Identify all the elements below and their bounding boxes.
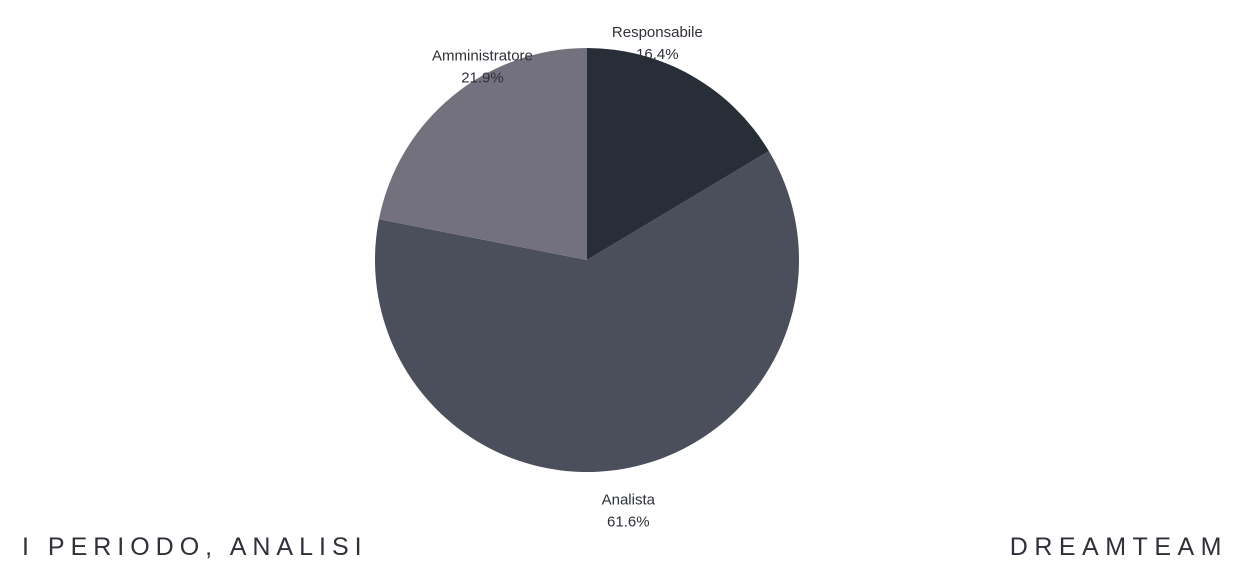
footer-team-name: DREAMTEAM <box>1009 533 1228 561</box>
pie-value-label-responsabile: 16.4% <box>636 46 679 63</box>
pie-labels: Responsabile 16.4% Analista 61.6% Amministra… <box>432 24 703 530</box>
pie-value-label-analista: 61.6% <box>607 513 650 530</box>
pie-label-amministratore: Amministratore <box>432 48 533 65</box>
pie-label-responsabile: Responsabile <box>612 24 703 41</box>
pie-slices <box>375 48 800 472</box>
footer-section-title: I PERIODO, ANALISI <box>22 533 368 561</box>
pie-slice-amministratore <box>378 48 587 260</box>
pie-slice-analista <box>375 151 800 472</box>
pie-label-analista: Analista <box>602 491 656 508</box>
pie-value-label-amministratore: 21.9% <box>461 70 504 87</box>
pie-chart: Responsabile 16.4% Analista 61.6% Amministra… <box>375 24 800 530</box>
pie-slice-responsabile <box>587 48 769 260</box>
